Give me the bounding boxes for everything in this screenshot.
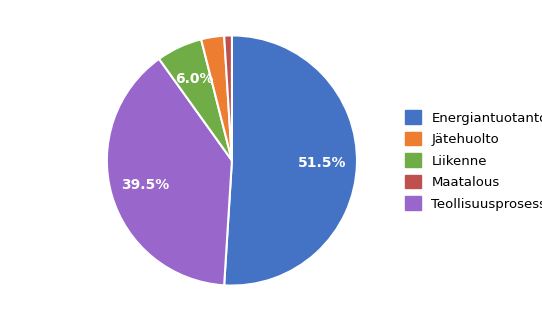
Wedge shape [224, 35, 357, 286]
Text: 39.5%: 39.5% [121, 178, 170, 192]
Wedge shape [224, 35, 232, 160]
Wedge shape [201, 36, 232, 160]
Wedge shape [159, 39, 232, 160]
Text: 6.0%: 6.0% [175, 72, 213, 86]
Wedge shape [107, 59, 232, 285]
Text: 51.5%: 51.5% [298, 156, 346, 170]
Legend: Energiantuotanto, Jätehuolto, Liikenne, Maatalous, Teollisuusprosessi: Energiantuotanto, Jätehuolto, Liikenne, … [401, 107, 542, 214]
